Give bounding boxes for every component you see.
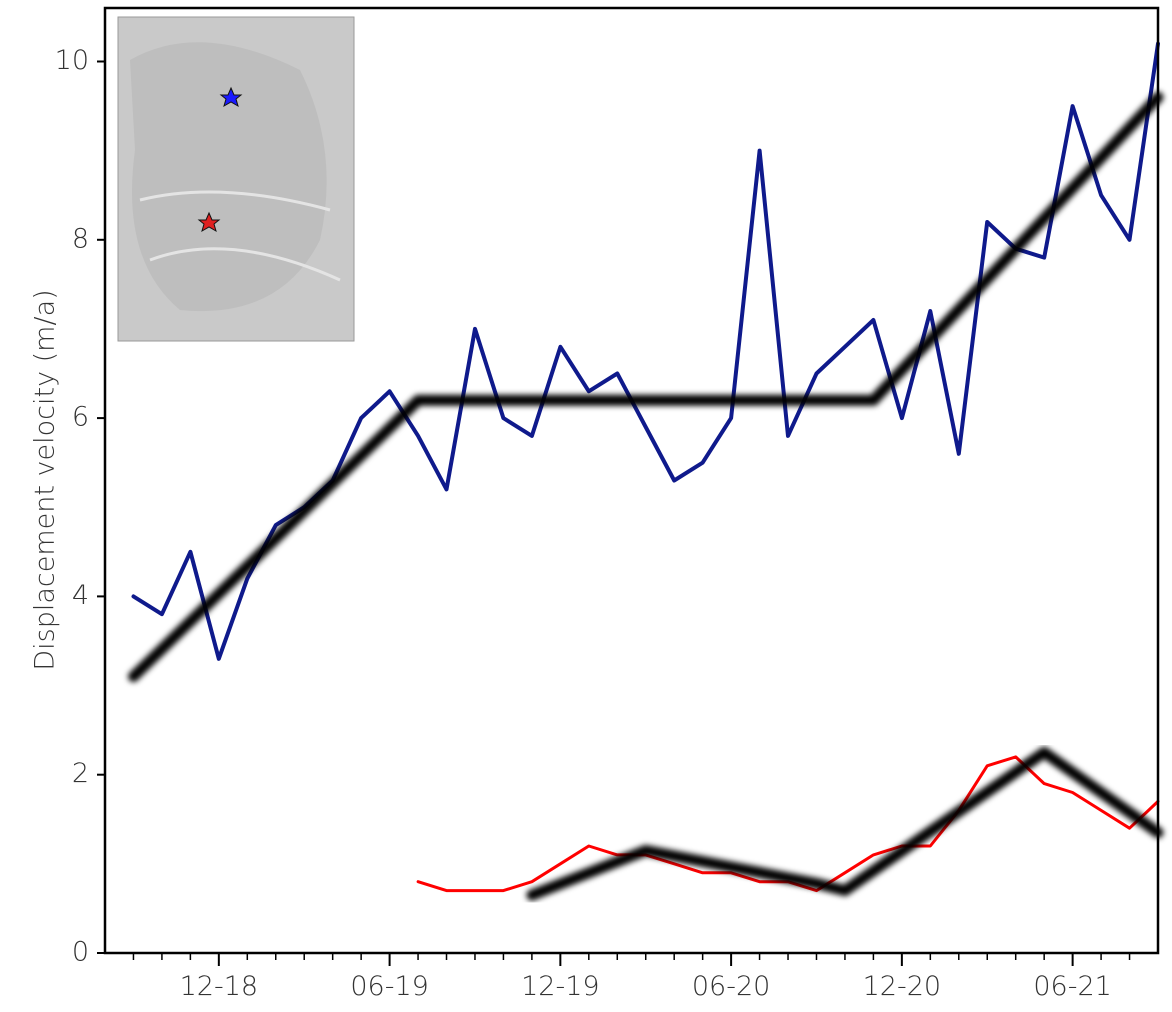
inset-map [118,17,354,341]
x-tick-label: 06-20 [692,971,770,1002]
y-tick-label: 6 [72,402,89,433]
y-tick-label: 2 [72,758,89,789]
y-tick-label: 10 [55,45,89,76]
x-tick-label: 12-18 [180,971,258,1002]
y-axis-label: Displacement velocity (m/a) [30,289,61,670]
y-tick-label: 4 [72,580,89,611]
x-tick-label: 12-20 [863,971,941,1002]
x-tick-label: 12-19 [521,971,599,1002]
x-tick-label: 06-21 [1033,971,1111,1002]
chart: Displacement velocity (m/a) 0 2 4 6 8 10 12-18… [0,0,1172,1008]
y-tick-label: 8 [72,223,89,254]
inset-terrain [130,42,327,311]
x-tick-label: 06-19 [350,971,428,1002]
y-tick-label: 0 [72,937,89,968]
data-line [418,757,1158,891]
